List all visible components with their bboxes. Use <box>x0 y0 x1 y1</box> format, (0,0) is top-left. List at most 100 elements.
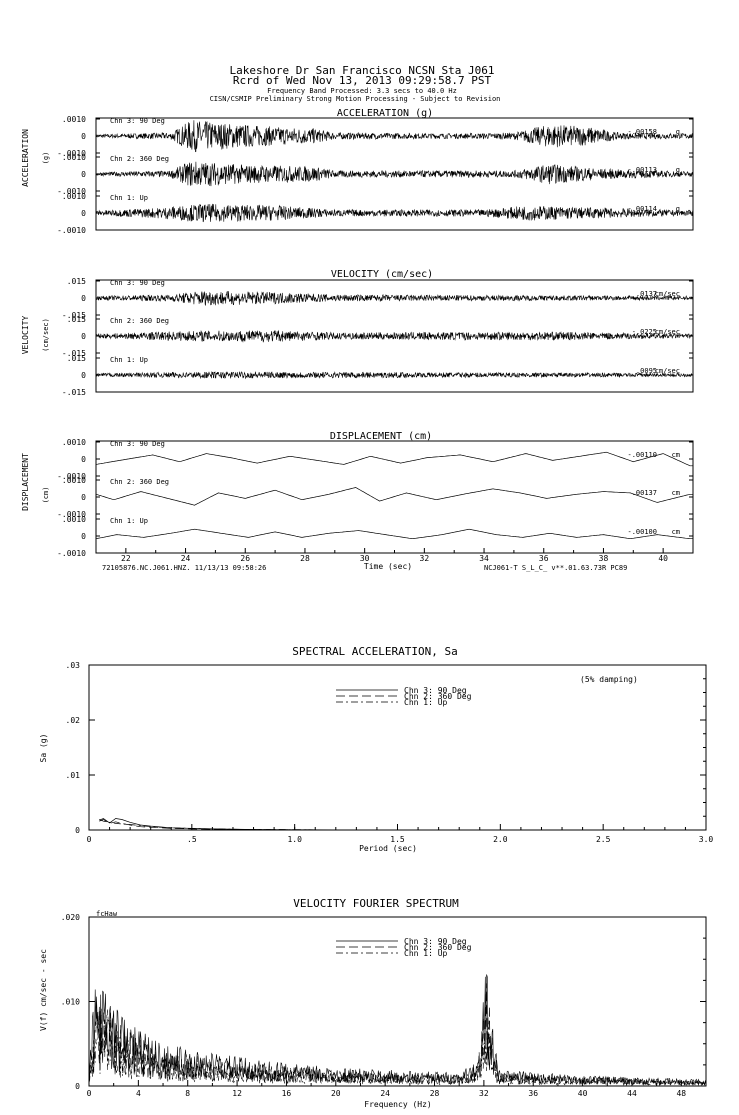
y-tick-label: .015 <box>67 354 86 363</box>
x-tick-label: 36 <box>528 1089 538 1098</box>
velocity-title: VELOCITY (cm/sec) <box>331 269 433 280</box>
displacement-axis-label: DISPLACEMENT <box>21 453 30 511</box>
y-tick-label: .020 <box>61 913 80 922</box>
displacement-trace <box>95 487 693 506</box>
displacement-trace <box>95 528 693 540</box>
x-tick-label: 28 <box>430 1089 440 1098</box>
peak-value: .00137 <box>632 489 657 497</box>
legend-label: Chn 2: 360 Deg <box>404 943 472 952</box>
time-tick-label: 36 <box>539 554 549 563</box>
acceleration-panel: ACCELERATION (g) ACCELERATION (g) .0010 0… <box>21 108 694 235</box>
displacement-trace <box>95 451 693 467</box>
spectral-acceleration-panel: SPECTRAL ACCELERATION, Sa Sa (g) Period … <box>39 645 713 853</box>
y-tick-label: .0010 <box>62 115 86 124</box>
y-tick-label: -.015 <box>62 388 86 397</box>
y-tick-label: .0010 <box>62 515 86 524</box>
spectral-xlabel: Period (sec) <box>359 844 417 853</box>
y-tick-label: .01 <box>66 771 81 780</box>
velocity-unit-label: (cm/sec) <box>42 318 50 352</box>
time-tick-label: 26 <box>240 554 250 563</box>
peak-unit: cm/sec <box>655 290 680 298</box>
sa-series-line <box>99 819 398 831</box>
y-tick-label: 0 <box>81 332 86 341</box>
legend-label: Chn 3: 90 Deg <box>404 686 467 695</box>
y-tick-label: 0 <box>81 493 86 502</box>
peak-value: .0095 <box>636 367 657 375</box>
legend-label: Chn 3: 90 Deg <box>404 937 467 946</box>
fourier-xlabel: Frequency (Hz) <box>364 1100 431 1109</box>
x-tick-label: 8 <box>185 1089 190 1098</box>
peak-value: -.00110 <box>627 451 657 459</box>
x-tick-label: 24 <box>380 1089 390 1098</box>
channel-2-trace-group: .0010 0 -.0010 Chn 2: 360 Deg .00137 cm <box>57 476 693 519</box>
time-axis-ticks: 22 24 26 28 30 32 34 36 38 40 <box>121 548 694 563</box>
velocity-axis-label: VELOCITY <box>21 316 30 355</box>
y-tick-label: .0010 <box>62 153 86 162</box>
y-tick-label: 0 <box>81 371 86 380</box>
time-tick-label: 22 <box>121 554 131 563</box>
peak-unit: g <box>676 128 680 136</box>
peak-unit: cm <box>672 489 680 497</box>
y-tick-label: 0 <box>81 294 86 303</box>
x-tick-label: 12 <box>232 1089 242 1098</box>
spectral-ylabel: Sa (g) <box>39 734 48 763</box>
y-tick-label: -.0010 <box>57 549 86 558</box>
peak-value: -.00114 <box>627 205 657 213</box>
channel-label: Chn 3: 90 Deg <box>110 117 165 125</box>
peak-unit: cm/sec <box>655 367 680 375</box>
x-tick-label: 0 <box>87 1089 92 1098</box>
y-tick-label: .0010 <box>62 476 86 485</box>
fourier-title: VELOCITY FOURIER SPECTRUM <box>293 897 459 910</box>
x-tick-label: 1.0 <box>287 835 302 844</box>
y-tick-label: -.0010 <box>57 472 86 481</box>
header-processing-line: CISN/CSMIP Preliminary Strong Motion Pro… <box>210 95 501 103</box>
x-tick-label: 16 <box>282 1089 292 1098</box>
channel-label: Chn 3: 90 Deg <box>110 440 165 448</box>
channel-label: Chn 1: Up <box>110 194 148 202</box>
channel-label: Chn 1: Up <box>110 517 148 525</box>
seismic-trace <box>95 291 694 306</box>
peak-value: -.0225 <box>632 328 657 336</box>
channel-2-trace-group: .0010 0 -.0010 Chn 2: 360 Deg -.00113 g <box>57 153 694 196</box>
channel-label: Chn 2: 360 Deg <box>110 317 169 325</box>
peak-value: -.00113 <box>627 166 657 174</box>
velocity-panel: VELOCITY (cm/sec) VELOCITY (cm/sec) .015… <box>21 269 694 397</box>
time-tick-label: 28 <box>300 554 310 563</box>
acceleration-title: ACCELERATION (g) <box>337 108 433 119</box>
y-tick-label: -.0010 <box>57 187 86 196</box>
y-tick-label: .010 <box>61 998 80 1007</box>
fourier-spectrum-panel: VELOCITY FOURIER SPECTRUM V(f) cm/sec - … <box>39 897 707 1109</box>
header-station-line: Lakeshore Dr San Francisco NCSN Sta J061 <box>230 64 495 77</box>
displacement-unit-label: (cm) <box>42 487 50 504</box>
time-tick-label: 40 <box>658 554 668 563</box>
time-tick-label: 32 <box>420 554 430 563</box>
seismic-trace <box>95 371 694 380</box>
y-tick-label: -.015 <box>62 349 86 358</box>
y-tick-label: 0 <box>81 209 86 218</box>
spectral-series: 0 .5 1.0 1.5 2.0 2.5 3.0 0 .01 .02 .03 <box>66 661 714 844</box>
channel-label: Chn 2: 360 Deg <box>110 478 169 486</box>
y-tick-label: 0 <box>81 532 86 541</box>
peak-unit: cm <box>672 451 680 459</box>
y-tick-label: 0 <box>75 826 80 835</box>
y-tick-label: -.0010 <box>57 149 86 158</box>
y-tick-label: -.0010 <box>57 226 86 235</box>
channel-label: Chn 1: Up <box>110 356 148 364</box>
time-axis-label: Time (sec) <box>364 562 412 571</box>
fourier-ylabel: V(f) cm/sec - sec <box>39 949 48 1031</box>
fourier-corner-label: fcHaw <box>96 910 118 918</box>
header-band-line: Frequency Band Processed: 3.3 secs to 40… <box>267 87 457 95</box>
time-tick-label: 24 <box>181 554 191 563</box>
seismic-trace <box>95 329 694 343</box>
x-tick-label: 0 <box>87 835 92 844</box>
damping-annotation: (5% damping) <box>580 675 638 684</box>
peak-unit: g <box>676 166 680 174</box>
x-tick-label: 40 <box>578 1089 588 1098</box>
fourier-series: 0 4 8 12 16 20 24 28 32 36 40 44 480.010.020 <box>61 913 707 1098</box>
displacement-title: DISPLACEMENT (cm) <box>330 431 432 442</box>
